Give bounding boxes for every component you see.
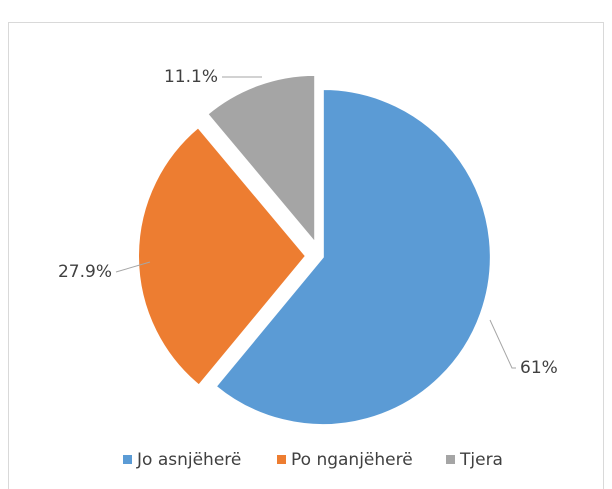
legend-swatch bbox=[277, 455, 286, 464]
pie-slice bbox=[214, 88, 492, 427]
legend-swatch bbox=[123, 455, 132, 464]
pie bbox=[137, 73, 492, 427]
legend-label: Jo asnjëherë bbox=[136, 450, 241, 470]
data-label: 61% bbox=[520, 358, 558, 378]
legend-label: Po nganjëherë bbox=[291, 450, 413, 470]
data-label: 11.1% bbox=[164, 67, 218, 87]
legend: Jo asnjëherë Po nganjëherë Tjera bbox=[123, 450, 503, 470]
leader-line bbox=[489, 319, 516, 369]
leader-line bbox=[115, 261, 151, 273]
pie-slice bbox=[205, 73, 317, 246]
pie-slice bbox=[137, 125, 308, 387]
data-label: 27.9% bbox=[58, 262, 112, 282]
legend-label: Tjera bbox=[459, 450, 503, 470]
legend-swatch bbox=[446, 455, 455, 464]
